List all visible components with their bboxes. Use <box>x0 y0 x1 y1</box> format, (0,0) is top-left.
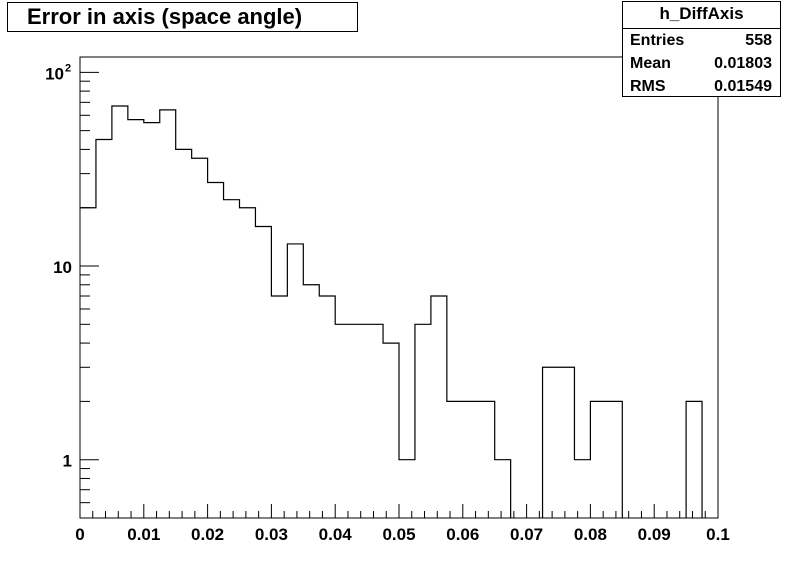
stats-value: 0.01803 <box>714 55 772 72</box>
chart-title: Error in axis (space angle) <box>7 2 358 32</box>
x-tick-label: 0 <box>75 525 84 544</box>
y-tick-label: 10 <box>45 64 64 83</box>
x-tick-label: 0.02 <box>191 525 224 544</box>
x-tick-label: 0.04 <box>319 525 353 544</box>
x-tick-label: 0.05 <box>382 525 415 544</box>
y-tick-label: 1 <box>63 452 72 471</box>
histogram-line <box>80 105 703 518</box>
x-tick-label: 0.07 <box>510 525 543 544</box>
x-axis: 0 0.01 0.02 0.03 0.04 0.05 0.06 0.07 0.08 0.09 0.1 <box>75 504 730 544</box>
stats-row-entries: Entries 558 <box>623 29 780 52</box>
stats-key: Mean <box>630 55 671 72</box>
stats-key: Entries <box>630 32 685 49</box>
stats-key: RMS <box>630 78 666 95</box>
y-tick-exponent: 2 <box>65 62 71 74</box>
x-tick-label: 0.09 <box>638 525 671 544</box>
stats-value: 0.01549 <box>714 78 772 95</box>
x-tick-label: 0.06 <box>446 525 479 544</box>
stats-row-mean: Mean 0.01803 <box>623 52 780 75</box>
x-tick-label: 0.03 <box>255 525 288 544</box>
stats-title: h_DiffAxis <box>623 2 780 29</box>
stats-value: 558 <box>745 32 772 49</box>
x-tick-label: 0.01 <box>127 525 160 544</box>
stats-row-rms: RMS 0.01549 <box>623 75 780 98</box>
x-tick-label: 0.08 <box>574 525 607 544</box>
x-tick-label: 0.1 <box>706 525 730 544</box>
y-tick-label: 10 <box>53 258 72 277</box>
stats-box: h_DiffAxis Entries 558 Mean 0.01803 RMS … <box>622 1 781 97</box>
